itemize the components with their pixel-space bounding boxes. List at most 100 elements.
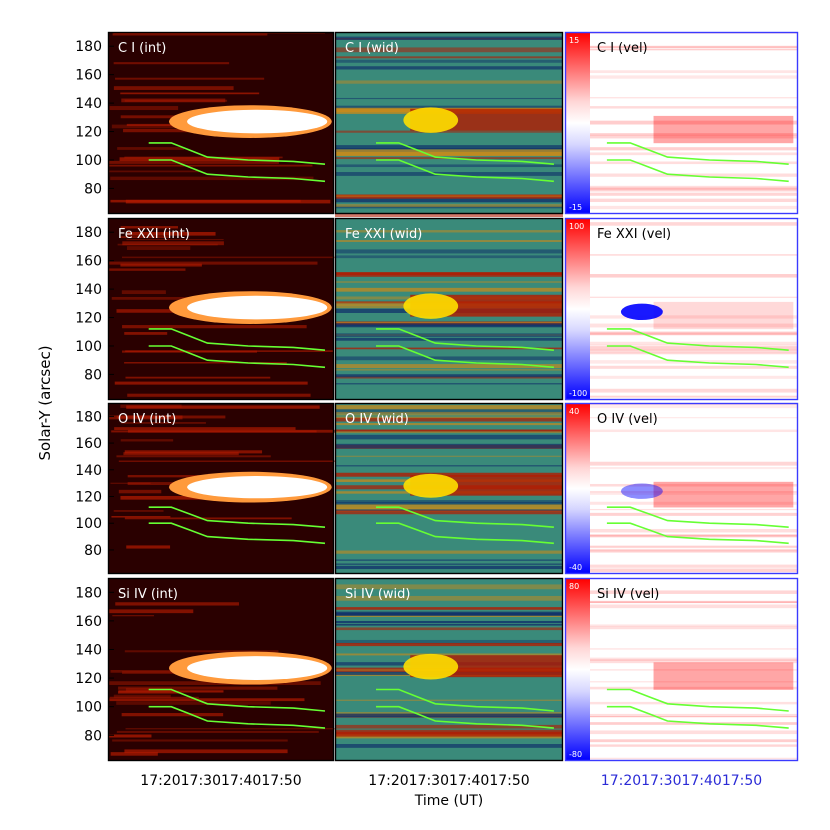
int-streak (112, 615, 154, 617)
contour-line (148, 159, 326, 183)
y-tick-label: 180 (75, 585, 102, 601)
panel-frame (107, 31, 335, 215)
wid-streak (335, 356, 563, 361)
int-streak (113, 510, 164, 512)
panel-label-int: O IV (int) (118, 412, 176, 427)
vel-streak (590, 315, 798, 319)
vel-streak (590, 568, 798, 573)
int-streak (122, 325, 307, 329)
wid-streak (335, 443, 563, 449)
wid-streak (335, 620, 563, 624)
wid-streak (335, 639, 563, 644)
y-tick-label: 120 (75, 125, 102, 141)
velocity-colorbar (566, 579, 590, 760)
vel-streak (590, 185, 798, 190)
vel-streak (590, 331, 798, 335)
panel-frame (107, 217, 335, 401)
panel-label-wid: O IV (wid) (345, 412, 409, 427)
contour-line (148, 705, 326, 729)
y-tick-label: 80 (84, 367, 102, 383)
vel-streak (590, 490, 798, 494)
x-tick-labels-vel: 17:2017:3017:4017:50 (601, 773, 762, 789)
contour-line (606, 328, 789, 351)
wid-streak (335, 504, 563, 509)
wid-streak (335, 713, 563, 717)
colorbar-min-label: -40 (569, 563, 582, 572)
panel-frame (564, 217, 799, 401)
contour-line (148, 506, 326, 528)
vel-streak (590, 147, 798, 151)
wid-streak (335, 724, 563, 729)
vel-streak (590, 548, 798, 552)
vel-streak (590, 564, 798, 568)
wid-bright (403, 107, 459, 133)
vel-streak (590, 601, 798, 604)
contour-line (606, 142, 789, 165)
y-tick-label: 140 (75, 96, 102, 112)
int-streak (114, 381, 308, 385)
y-tick-label: 180 (75, 409, 102, 425)
vel-streak (590, 205, 798, 210)
vel-streak (590, 534, 798, 538)
wid-streak (335, 550, 563, 554)
vel-blueshift-patch (620, 483, 663, 499)
wid-streak (335, 607, 563, 610)
panel-vel-row2 (564, 217, 799, 401)
contour-line (606, 705, 789, 729)
colorbar-min-label: -80 (569, 750, 582, 759)
panel-label-wid: C I (wid) (345, 41, 399, 56)
wid-streak (335, 595, 563, 601)
wid-streak (335, 423, 563, 426)
int-streak (120, 439, 174, 442)
int-streak (108, 681, 321, 685)
vel-redshift-band (653, 481, 794, 508)
int-streak (111, 430, 317, 433)
panel-frame (564, 31, 799, 215)
wid-streak (335, 712, 563, 714)
wid-streak (335, 627, 563, 631)
wid-streak (335, 623, 563, 626)
wid-streak (335, 429, 563, 431)
int-streak (124, 450, 263, 454)
panel-label-int: Si IV (int) (118, 587, 178, 602)
x-tick-labels-int: 17:2017:3017:4017:50 (140, 773, 301, 789)
wid-streak (335, 272, 563, 276)
wid-streak (335, 612, 563, 616)
wid-streak (335, 249, 563, 254)
int-streak (119, 157, 280, 162)
int-streak (108, 415, 183, 420)
x-tick-labels-wid: 17:2017:3017:4017:50 (368, 773, 529, 789)
vel-streak (590, 332, 798, 336)
int-streak (120, 263, 202, 267)
panel-label-wid: Si IV (wid) (345, 587, 411, 602)
colorbar-max-label: 40 (569, 407, 579, 416)
int-streak (110, 752, 158, 756)
wid-streak (335, 383, 563, 385)
contour-line (376, 506, 554, 528)
wid-streak (335, 80, 563, 84)
int-streak (112, 739, 288, 742)
vel-streak (590, 483, 798, 487)
wid-streak (335, 195, 563, 197)
vel-background (565, 218, 798, 400)
wid-streak (335, 255, 563, 259)
int-streak (116, 701, 271, 705)
velocity-colorbar (566, 404, 590, 573)
int-streak (121, 98, 226, 103)
wid-streak (335, 364, 563, 368)
panel-int-row4 (107, 577, 344, 762)
vel-streak (590, 161, 798, 165)
vel-streak (590, 545, 798, 548)
int-streak (109, 696, 199, 699)
vel-streak (590, 32, 798, 34)
wid-streak (335, 455, 563, 457)
contour-line (148, 688, 326, 712)
int-streak (124, 362, 287, 364)
int-streak (120, 404, 182, 408)
int-streak (120, 92, 260, 95)
wid-streak (335, 149, 563, 153)
wid-streak (335, 368, 563, 371)
vel-streak (590, 365, 798, 369)
int-streak (124, 332, 168, 335)
wid-streak (335, 287, 563, 292)
